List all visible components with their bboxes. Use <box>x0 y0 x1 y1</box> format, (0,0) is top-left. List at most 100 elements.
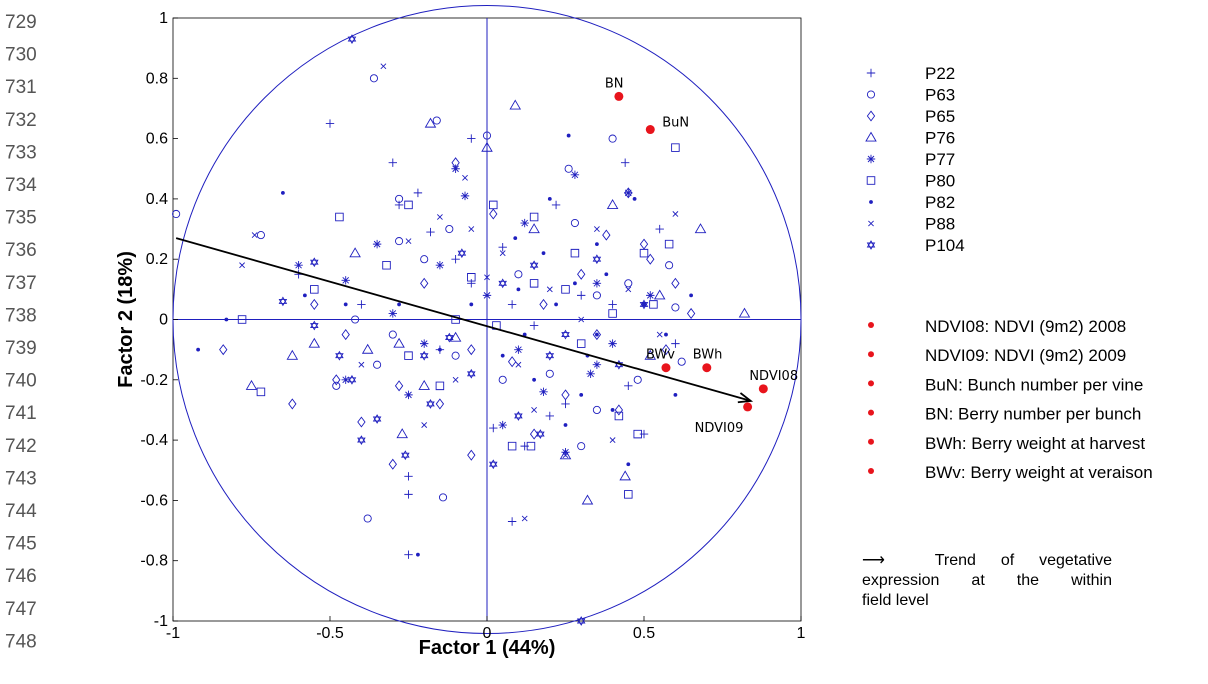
marker-p82 <box>302 293 307 298</box>
marker-p63 <box>671 303 680 312</box>
marker-p76 <box>644 349 657 360</box>
variable-points: BN BuN BWv BWh NDVI08 NDVI09 <box>605 76 798 436</box>
marker-p82 <box>573 281 577 286</box>
marker-p104 <box>457 248 467 259</box>
marker-p63 <box>514 270 523 279</box>
marker-p80 <box>614 411 624 421</box>
trend-arrow-line <box>175 237 752 402</box>
marker-p88 <box>593 361 600 368</box>
marker-p80 <box>507 441 517 451</box>
marker-p80 <box>335 212 344 222</box>
marker-p65 <box>529 428 539 440</box>
marker-p22 <box>394 200 404 210</box>
marker-p63 <box>677 357 686 366</box>
marker-p77 <box>608 339 617 348</box>
marker-p80 <box>435 381 445 391</box>
marker-p82 <box>469 302 474 307</box>
marker-p104 <box>467 368 476 379</box>
marker-p77 <box>420 339 429 348</box>
line-number: 734 <box>5 175 37 196</box>
marker-p76 <box>738 307 751 318</box>
marker-p77 <box>561 447 570 457</box>
marker-p82 <box>554 302 558 307</box>
marker-p82 <box>196 347 201 352</box>
legend-variable-dot <box>868 380 874 387</box>
marker-p76 <box>606 199 619 209</box>
trend-note-line: ⟶ Trend of vegetative <box>862 552 1113 569</box>
marker-p88 <box>672 211 679 217</box>
legend-label: P63 <box>925 86 955 105</box>
marker-p80 <box>310 285 319 294</box>
x-axis-label: Factor 1 (44%) <box>419 637 556 659</box>
marker-p88 <box>593 226 600 232</box>
marker-p63 <box>395 237 404 246</box>
marker-p104 <box>498 278 507 289</box>
variable-point <box>645 125 655 135</box>
marker-p63 <box>608 134 617 143</box>
legend-marker-p82 <box>869 200 873 204</box>
legend-label: P65 <box>925 107 955 126</box>
marker-p77 <box>520 218 529 228</box>
marker-p65 <box>661 344 671 356</box>
variable-label: BWv <box>646 348 675 363</box>
marker-p82 <box>595 332 599 337</box>
line-number: 739 <box>5 338 37 359</box>
marker-p63 <box>395 194 404 203</box>
marker-p88 <box>609 437 616 444</box>
marker-p65 <box>435 398 445 410</box>
legend-variable-label: NDVI08: NDVI (9m2) 2008 <box>925 317 1126 336</box>
trend-arrow-head <box>737 392 754 404</box>
marker-p82 <box>604 272 609 277</box>
y-tick-label: 0.6 <box>146 131 168 148</box>
marker-p65 <box>614 404 624 416</box>
marker-p104 <box>278 296 288 307</box>
marker-p63 <box>545 369 554 378</box>
marker-p82 <box>566 133 571 138</box>
marker-p104 <box>536 429 545 439</box>
legend-label: P77 <box>925 150 955 169</box>
x-tick-label: -1 <box>166 625 180 642</box>
legend-variable-dot <box>868 322 874 328</box>
marker-p88 <box>531 407 538 413</box>
marker-p65 <box>602 229 611 241</box>
line-number: 737 <box>5 273 37 294</box>
marker-p65 <box>686 307 696 320</box>
marker-p22 <box>451 255 460 264</box>
marker-p82 <box>642 302 646 307</box>
marker-p82 <box>513 236 518 240</box>
marker-p76 <box>528 223 540 234</box>
marker-p22 <box>529 321 539 330</box>
marker-p63 <box>498 375 507 384</box>
marker-p88 <box>251 232 258 238</box>
marker-p82 <box>610 408 615 412</box>
axis-ticks: -1 -0.8 -0.6 -0.4 -0.2 0 0.2 0.4 0.6 0.8 1 -1 -0.5 0 0… <box>140 10 805 642</box>
marker-p82 <box>438 347 442 352</box>
line-number: 738 <box>5 305 37 326</box>
marker-p63 <box>332 381 341 390</box>
legend-label: P22 <box>925 64 955 83</box>
marker-p63 <box>633 375 642 384</box>
marker-p76 <box>619 470 631 481</box>
marker-p22 <box>507 517 517 526</box>
marker-p82 <box>522 332 527 337</box>
marker-p63 <box>438 493 448 502</box>
marker-p63 <box>363 514 372 523</box>
marker-p63 <box>570 218 579 228</box>
marker-p104 <box>639 299 649 310</box>
sample-markers <box>172 34 751 626</box>
legend-variable-dot <box>868 438 874 445</box>
y-axis-label: Factor 2 (18%) <box>115 251 137 388</box>
marker-p80 <box>489 200 498 210</box>
marker-p76 <box>349 247 361 258</box>
marker-p63 <box>432 116 441 125</box>
legend-variable-label: BWh: Berry weight at harvest <box>925 434 1145 453</box>
x-tick-label: 0.5 <box>633 625 655 642</box>
line-number: 733 <box>5 142 37 163</box>
marker-p82 <box>343 302 348 307</box>
line-number: 748 <box>5 631 37 652</box>
marker-p22 <box>357 300 366 309</box>
marker-p80 <box>467 273 476 282</box>
marker-p22 <box>404 550 413 559</box>
marker-p82 <box>579 392 584 397</box>
